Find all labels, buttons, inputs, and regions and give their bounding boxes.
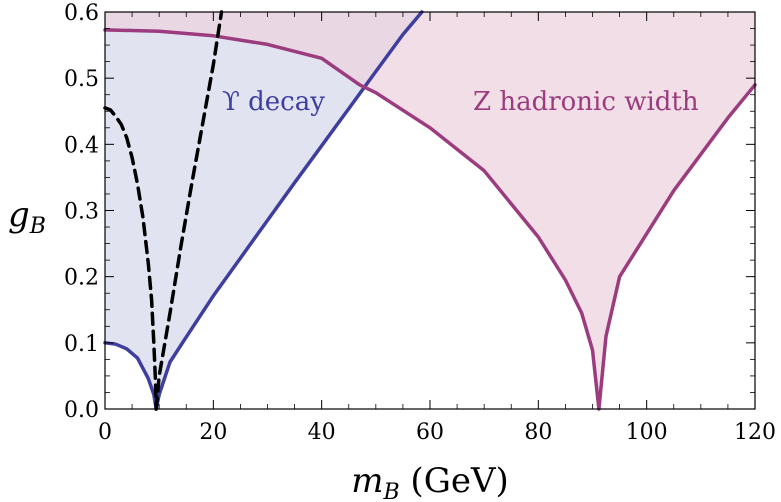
y-tick-label: 0.0	[64, 398, 99, 423]
y-tick-label: 0.6	[64, 1, 99, 26]
region-fills	[105, 12, 755, 409]
x-tick-label: 60	[416, 420, 444, 445]
series-fill-0	[105, 12, 422, 409]
x-tick-label: 40	[308, 420, 336, 445]
x-tick-label: 0	[98, 420, 112, 445]
annotation-z-hadronic-width: Z hadronic width	[473, 87, 699, 117]
series-lines	[103, 10, 757, 411]
tick-labels: 0 20 40 60 80 100 120 0.0 0.1 0.2 0.3 0.4 0.5 0.6	[64, 1, 776, 445]
series-line-2	[103, 106, 158, 411]
y-tick-label: 0.2	[64, 266, 99, 291]
y-axis-sub: B	[29, 214, 46, 239]
x-axis-unit: (GeV)	[400, 461, 509, 501]
x-tick-label: 20	[199, 420, 227, 445]
x-axis-var: m	[351, 461, 383, 501]
series-line-1	[103, 28, 757, 411]
x-tick-label: 120	[734, 420, 776, 445]
series-fill-1	[105, 12, 755, 409]
y-tick-label: 0.5	[64, 67, 99, 92]
annotation-upsilon-decay: ϒ decay	[222, 87, 325, 117]
y-tick-label: 0.1	[64, 332, 99, 357]
y-axis-title: gB	[8, 195, 46, 239]
series-line-0	[103, 10, 424, 411]
y-tick-label: 0.3	[64, 200, 99, 225]
x-tick-label: 80	[524, 420, 552, 445]
y-tick-label: 0.4	[64, 133, 99, 158]
series-line-3	[154, 10, 224, 411]
x-tick-label: 100	[626, 420, 668, 445]
x-axis-title: mB (GeV)	[351, 461, 509, 502]
y-axis-var: g	[8, 195, 30, 235]
axis-ticks	[104, 11, 756, 410]
x-axis-sub: B	[382, 480, 399, 502]
